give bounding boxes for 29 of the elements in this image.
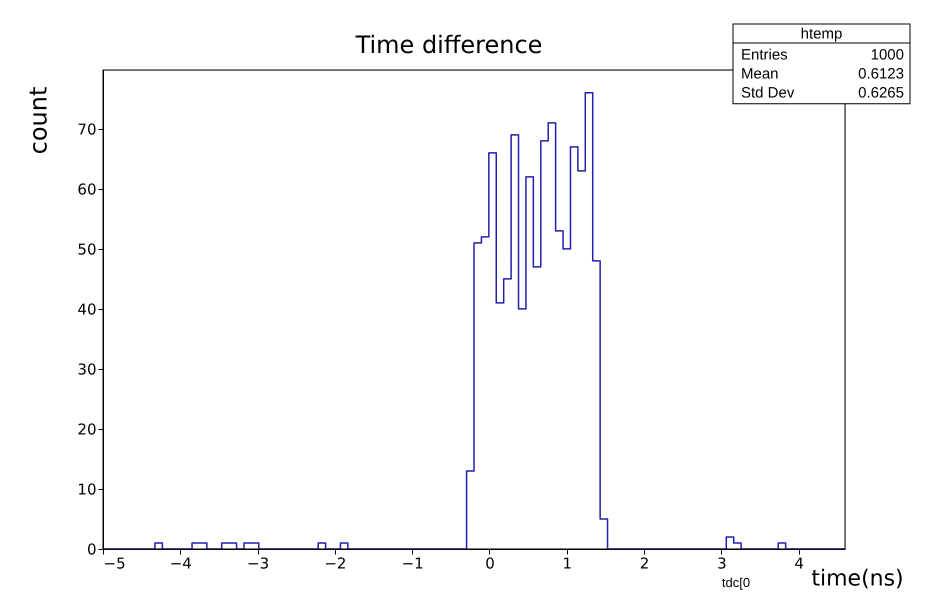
annotation: Std Dev xyxy=(741,84,795,102)
x-tick-label: 1 xyxy=(562,554,572,572)
text: Entries xyxy=(741,46,788,64)
y-tick-label: 60 xyxy=(77,180,96,198)
x-tick-label: 4 xyxy=(794,554,804,572)
text: tdc[0 xyxy=(722,575,750,590)
y-tick-label: 30 xyxy=(77,360,96,378)
text: htemp xyxy=(800,26,842,42)
y-axis-title: count xyxy=(24,86,52,154)
x-tick-label: −3 xyxy=(247,554,270,572)
x-tick-label: −2 xyxy=(324,554,346,572)
y-tick-label: 20 xyxy=(77,420,96,438)
x-tick-label: 2 xyxy=(640,554,650,572)
x-tick-label: 3 xyxy=(717,554,727,572)
text: 0.6123 xyxy=(858,66,904,82)
x-tick-label: −1 xyxy=(402,554,424,572)
text: 1000 xyxy=(870,46,904,64)
y-tick-label: 0 xyxy=(86,540,96,558)
y-tick-label: 40 xyxy=(77,300,96,318)
x-tick-label: −5 xyxy=(104,554,126,572)
chart-title: Time difference xyxy=(354,31,542,59)
x-axis-title: time(ns) xyxy=(811,566,904,592)
y-tick-label: 10 xyxy=(77,480,96,498)
x-tick-label: −4 xyxy=(170,554,192,572)
x-tick-label: 0 xyxy=(485,554,495,572)
annotation: Mean xyxy=(741,66,779,82)
y-tick-label: 50 xyxy=(77,240,96,258)
text: 0.6265 xyxy=(858,84,904,102)
y-tick-label: 70 xyxy=(77,120,96,138)
